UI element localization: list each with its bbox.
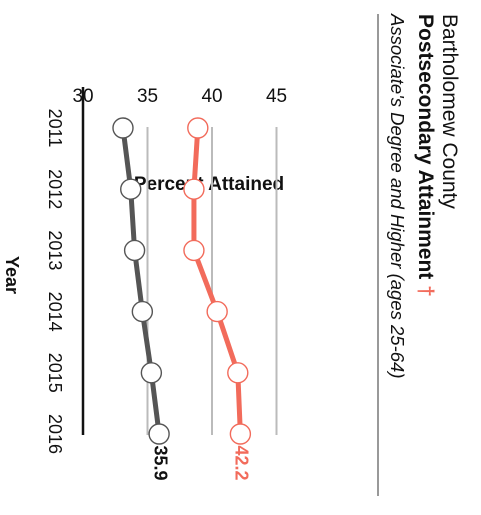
x-tick-label-2011: 2011	[45, 109, 65, 148]
county-name: Bartholomew County	[438, 14, 461, 209]
data-point-0-2011	[187, 117, 209, 139]
chart-title-text: Postsecondary Attainment	[414, 14, 437, 279]
x-tick-label-2014: 2014	[45, 292, 65, 332]
data-point-1-2014	[131, 300, 154, 323]
data-point-0-2016	[229, 423, 252, 445]
data-point-0-2012	[183, 178, 205, 200]
chart-title: Postsecondary Attainment †	[414, 14, 437, 297]
x-axis-title: Year	[2, 256, 22, 294]
x-tick-label-2015: 2015	[45, 353, 65, 393]
x-tick-label-2016: 2016	[45, 414, 65, 454]
y-tick-label-35: 35	[137, 86, 158, 107]
data-point-1-2011	[112, 117, 134, 139]
x-tick-label-2013: 2013	[45, 230, 65, 270]
y-tick-label-45: 45	[266, 86, 287, 107]
y-axis-title: Percent Attained	[134, 174, 284, 195]
data-point-1-2012	[120, 178, 142, 200]
data-point-1-2016	[148, 423, 170, 445]
data-point-1-2015	[140, 362, 163, 384]
chart-subtitle: Associate's Degree and Higher (ages 25-6…	[387, 13, 408, 378]
series-end-label-1: 35.9	[150, 445, 170, 480]
data-point-0-2015	[227, 362, 249, 384]
y-tick-label-30: 30	[72, 86, 93, 107]
title-dagger-marker: †	[414, 285, 437, 297]
y-tick-label-40: 40	[201, 86, 222, 107]
chart-header: Bartholomew County Postsecondary Attainm…	[377, 13, 461, 496]
x-tick-label-2012: 2012	[45, 169, 65, 209]
data-point-1-2013	[123, 239, 146, 262]
data-point-0-2013	[183, 239, 205, 262]
plot-area: 30 35 40 45 2011 2012 2013 2014 2015 2016 42.2 35.9	[45, 86, 287, 481]
data-point-0-2014	[206, 300, 228, 323]
series-end-label-0: 42.2	[232, 445, 252, 480]
